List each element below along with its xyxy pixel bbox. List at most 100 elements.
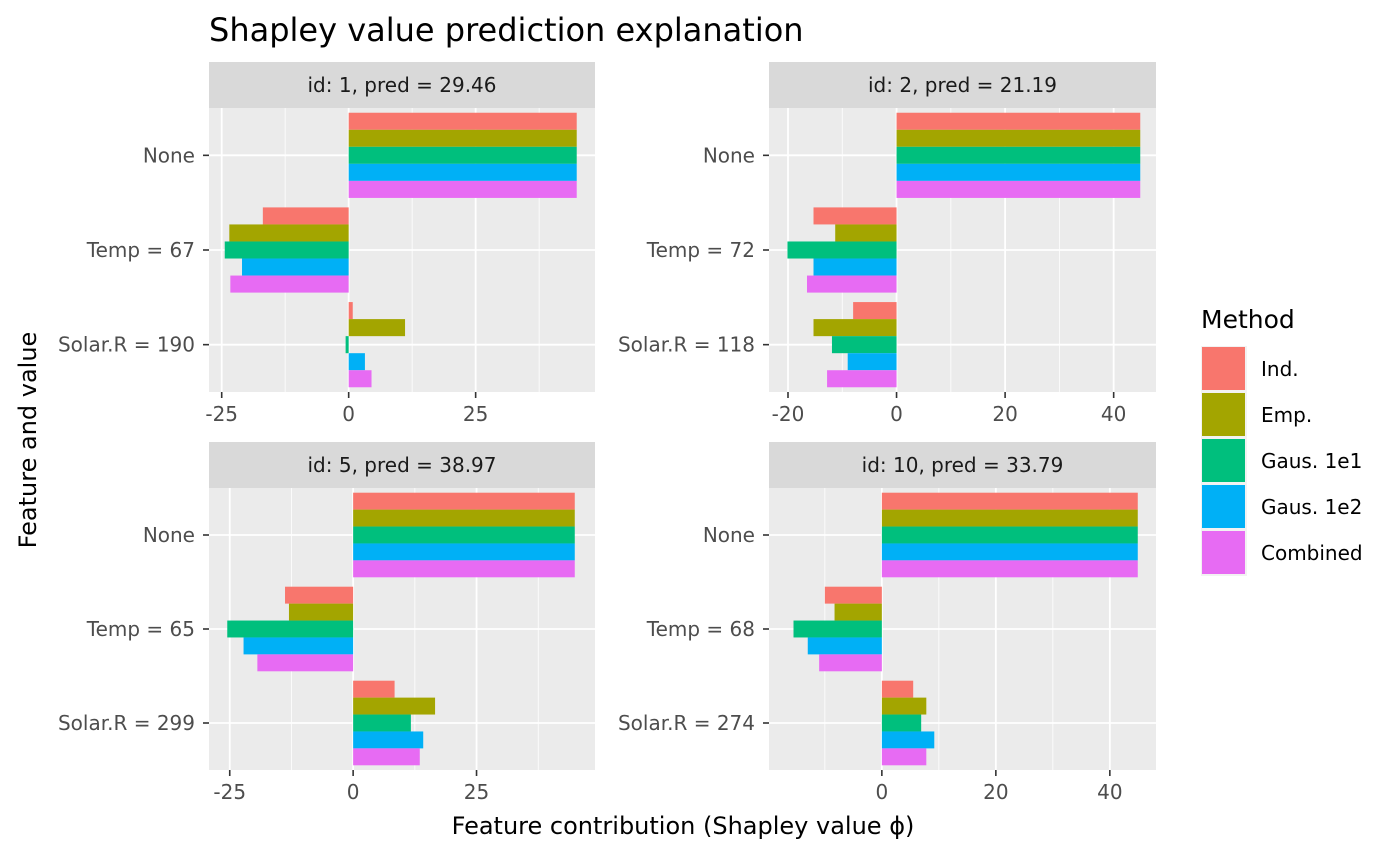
bar [353,697,436,715]
x-axis-title: Feature contribution (Shapley value ϕ) [452,812,915,840]
bar [348,163,577,181]
y-tick-label: Temp = 65 [86,617,195,641]
bar [813,319,897,337]
bar [806,275,897,293]
bar [348,129,577,147]
bar [353,509,575,527]
x-tick-label: 0 [890,402,903,426]
legend-label: Emp. [1261,403,1312,427]
facet-strip [209,442,595,488]
bar [807,637,882,655]
bar [787,241,897,259]
facet-strip [769,442,1156,488]
bar [896,129,1141,147]
facet-panels: id: 1, pred = 29.46 -25 0 25 None Temp = 67 So… [58,62,1156,804]
y-tick-label: Solar.R = 190 [58,333,195,357]
facet-panel: id: 1, pred = 29.46 -25 0 25 None Temp = 67 So… [58,62,595,426]
bar [353,714,411,732]
bar [881,731,935,749]
x-tick-label: 0 [875,780,888,804]
y-axis-title: Feature and value [14,332,42,549]
x-tick-label: -25 [205,402,238,426]
facet-panel: id: 5, pred = 38.97 -25 0 25 None Temp = 65 So… [58,442,595,804]
bar [345,336,349,354]
bar [348,353,365,371]
legend-label: Ind. [1261,357,1299,381]
bar [353,543,575,561]
bar [881,748,927,766]
bar [881,560,1138,578]
y-tick-label: Solar.R = 118 [618,333,755,357]
bar [229,224,349,242]
bar [353,492,575,510]
bar [881,526,1138,544]
bar [853,302,897,320]
x-tick-label: 20 [992,402,1017,426]
bar [285,586,354,604]
bar [353,680,395,698]
bar [243,637,354,655]
legend-key [1202,439,1245,482]
y-tick-label: Solar.R = 274 [618,711,755,735]
x-tick-label: 40 [1101,402,1126,426]
y-tick-label: Temp = 68 [646,617,755,641]
legend-title: Method [1201,305,1295,334]
x-tick-label: 25 [463,402,488,426]
facet-strip-label: id: 2, pred = 21.19 [868,73,1057,97]
legend-key [1202,531,1245,574]
y-tick-label: None [703,523,755,547]
bar [348,319,406,337]
bar [353,560,575,578]
bar [242,258,349,276]
legend-label: Gaus. 1e2 [1261,495,1362,519]
bar [881,680,914,698]
bar [353,731,424,749]
bar [813,258,897,276]
bar [262,207,349,225]
legend-label: Combined [1261,541,1363,565]
facet-strip [209,62,595,108]
bar [257,654,354,672]
bar [896,112,1141,130]
y-tick-label: None [703,143,755,167]
bar [881,492,1138,510]
x-tick-label: 0 [347,780,360,804]
y-tick-label: Temp = 67 [86,238,195,262]
legend-key [1202,347,1245,390]
facet-strip-label: id: 5, pred = 38.97 [308,453,497,477]
bar [227,620,354,638]
x-tick-label: 0 [342,402,355,426]
y-tick-label: Temp = 72 [646,238,755,262]
bar [824,586,882,604]
bar [896,180,1141,198]
bar [827,370,897,388]
bar [230,275,349,293]
bar [348,146,577,164]
bar [896,163,1141,181]
x-tick-label: 20 [983,780,1008,804]
y-tick-label: None [143,143,195,167]
bar [353,526,575,544]
bar [348,112,577,130]
bar [847,353,897,371]
x-tick-label: 40 [1097,780,1122,804]
bar [348,370,372,388]
facet-panel: id: 10, pred = 33.79 0 20 40 None Temp = 68 So… [618,442,1156,804]
y-tick-label: Solar.R = 299 [58,711,195,735]
bar [896,146,1141,164]
bar [831,336,897,354]
bar [881,697,927,715]
facet-strip [769,62,1156,108]
facet-panel: id: 2, pred = 21.19 -20 0 20 40 None Temp = 72… [618,62,1156,426]
chart-title: Shapley value prediction explanation [209,11,804,49]
x-tick-label: 25 [464,780,489,804]
bar [881,543,1138,561]
legend-key [1202,393,1245,436]
legend-label: Gaus. 1e1 [1261,449,1362,473]
bar [348,180,577,198]
legend-key [1202,485,1245,528]
bar [881,714,922,732]
facet-strip-label: id: 10, pred = 33.79 [862,453,1064,477]
bar [348,302,353,320]
